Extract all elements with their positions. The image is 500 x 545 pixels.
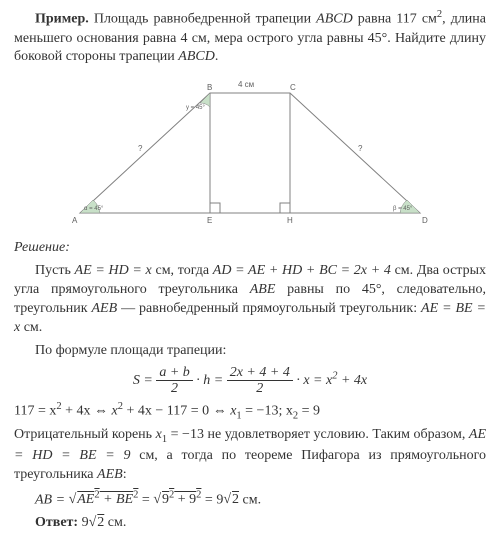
- vertex-e: E: [207, 216, 212, 225]
- vertex-b: B: [207, 83, 212, 92]
- angle-alpha: α = 45°: [84, 206, 104, 212]
- solution-p3: Отрицательный корень x1 = −13 не удовлет…: [14, 426, 486, 485]
- vertex-a: A: [72, 216, 78, 225]
- vertex-d: D: [422, 216, 428, 225]
- area-formula: S = a + b2 · h = 2x + 4 + 42 · x = x2 + …: [14, 365, 486, 397]
- solution-p1: Пусть AE = HD = x см, тогда AD = AE + HD…: [14, 262, 486, 338]
- side-right-q: ?: [358, 144, 363, 153]
- solution-p2: По формуле площади трапеции:: [14, 342, 486, 361]
- answer-line: Ответ: 92 см.: [14, 514, 486, 533]
- trapezoid-diagram: 4 см B C A D E H α = 45° β = 45° y = 45°…: [60, 73, 440, 233]
- side-left-q: ?: [138, 144, 143, 153]
- vertex-c: C: [290, 83, 296, 92]
- problem-paragraph: Пример. Площадь равнобедренной трапеции …: [14, 8, 486, 67]
- angle-gamma: y = 45°: [186, 105, 206, 111]
- angle-beta: β = 45°: [393, 206, 413, 212]
- vertex-h: H: [287, 216, 293, 225]
- solution-heading: Решение:: [14, 239, 486, 258]
- equation-line: 117 = x2 + 4x ⇔ x2 + 4x − 117 = 0 ⇔ x1 =…: [14, 400, 486, 424]
- top-length-label: 4 см: [238, 80, 254, 89]
- example-label: Пример.: [35, 12, 89, 27]
- pythagoras-line: AB = AE2 + BE2 = 92 + 92 = 92 см.: [14, 489, 486, 511]
